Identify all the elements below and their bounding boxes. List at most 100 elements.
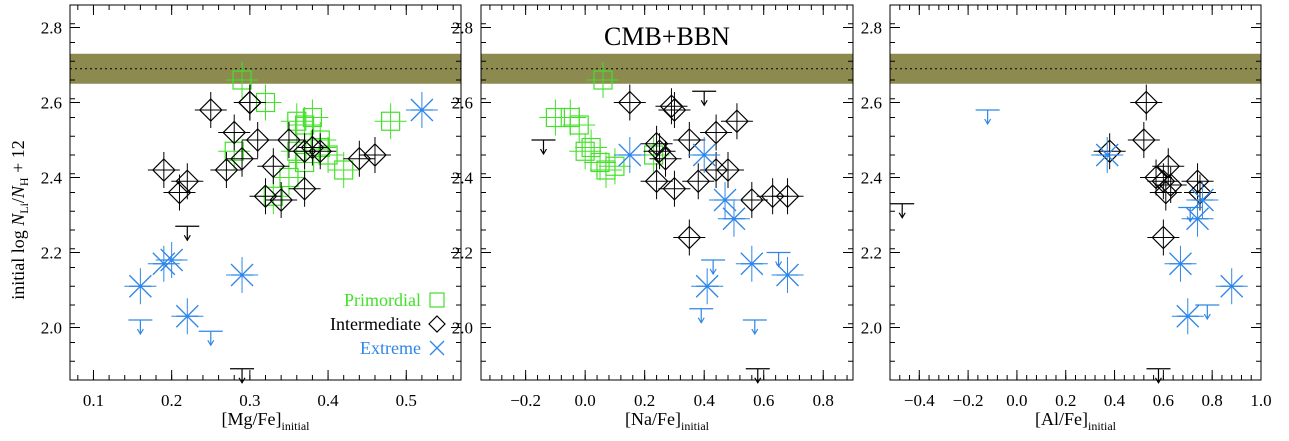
data-point-intermediate	[245, 128, 270, 152]
x-tick-label: 0.3	[239, 391, 260, 410]
data-point-intermediate	[1134, 90, 1159, 115]
y-tick-label: 2.6	[861, 94, 882, 113]
data-point-primordial	[279, 167, 299, 188]
x-tick-label: 0.6	[753, 391, 774, 410]
data-point-extreme	[1095, 143, 1119, 167]
data-point-intermediate	[1131, 128, 1156, 152]
data-point-intermediate	[1097, 139, 1122, 164]
data-point-primordial	[334, 160, 354, 180]
upper-limit	[689, 308, 714, 324]
upper-limit	[701, 259, 726, 276]
data-point-extreme	[175, 304, 199, 328]
data-point-intermediate	[238, 90, 262, 115]
x-tick-label: 0.8	[813, 391, 834, 410]
data-point-intermediate	[775, 184, 800, 209]
y-axis-label: initial log NLi/NH + 12	[8, 140, 31, 300]
y-axis-label-part: N	[8, 213, 28, 227]
data-point-intermediate	[230, 146, 254, 171]
data-point-intermediate	[222, 120, 247, 145]
upper-limit	[1146, 368, 1171, 384]
data-point-extreme	[1176, 304, 1200, 328]
y-axis-label-part: + 12	[8, 140, 28, 177]
data-point-intermediate	[653, 146, 678, 171]
data-point-intermediate	[292, 139, 317, 164]
x-tick-label: 1.0	[1250, 391, 1271, 410]
data-point-intermediate	[644, 131, 669, 156]
x-axis-label-subscript: initial	[1088, 419, 1117, 433]
y-axis-label-part: N	[8, 185, 28, 199]
data-point-intermediate	[677, 225, 702, 250]
y-axis-label-part: /	[8, 198, 28, 203]
y-tick-label: 2.0	[452, 319, 473, 338]
data-point-extreme	[410, 98, 434, 122]
x-tick-label: 0.2	[161, 391, 182, 410]
data-point-intermediate	[253, 184, 278, 209]
y-axis-label-part: Li	[17, 202, 31, 213]
data-point-extreme	[740, 252, 764, 276]
x-tick-label: 0.4	[317, 391, 339, 410]
x-tick-label: 0.6	[1153, 391, 1174, 410]
x-tick-label: 0.2	[634, 391, 655, 410]
data-point-intermediate	[617, 90, 642, 115]
data-point-intermediate	[1188, 180, 1212, 205]
y-axis-label-part: H	[17, 177, 31, 186]
upper-limit	[230, 368, 255, 384]
data-point-intermediate	[1153, 180, 1178, 205]
y-tick-label: 2.8	[41, 19, 62, 38]
data-point-intermediate	[716, 158, 740, 182]
data-point-extreme	[230, 263, 254, 287]
data-point-intermediate	[151, 158, 176, 182]
data-point-primordial	[569, 115, 589, 135]
data-point-intermediate	[292, 176, 317, 201]
upper-limit	[890, 203, 915, 219]
upper-limit	[175, 225, 200, 242]
upper-limit	[1178, 206, 1203, 223]
data-point-extreme	[776, 263, 799, 287]
data-point-extreme	[1168, 252, 1192, 276]
x-axis-label: [Mg/Fe]initial	[222, 409, 311, 433]
y-tick-label: 2.8	[861, 19, 882, 38]
data-point-intermediate	[662, 176, 687, 201]
legend-label: Extreme	[360, 338, 421, 358]
y-tick-label: 2.2	[861, 244, 882, 263]
data-point-intermediate	[647, 139, 672, 164]
x-tick-label: 0.4	[1104, 391, 1126, 410]
data-point-primordial	[232, 70, 252, 90]
y-tick-label: 2.6	[452, 94, 473, 113]
upper-limit	[742, 319, 767, 336]
data-point-intermediate	[261, 154, 286, 179]
data-point-primordial	[287, 111, 307, 131]
upper-limit	[1195, 304, 1220, 321]
data-point-intermediate	[704, 120, 728, 145]
data-point-intermediate	[1158, 173, 1183, 197]
x-tick-label: 0.8	[1202, 391, 1223, 410]
data-point-extreme	[1220, 274, 1244, 298]
data-point-intermediate	[269, 188, 293, 212]
data-point-intermediate	[198, 98, 223, 122]
data-point-extreme	[692, 143, 716, 167]
y-tick-label: 2.4	[861, 169, 883, 188]
legend-label: Intermediate	[330, 314, 421, 334]
y-tick-label: 2.8	[452, 19, 473, 38]
y-tick-label: 2.4	[41, 169, 63, 188]
upper-limit	[198, 330, 223, 347]
x-tick-label: −0.2	[953, 391, 984, 410]
data-point-intermediate	[725, 109, 749, 134]
data-point-extreme	[128, 274, 152, 298]
data-point-primordial	[318, 145, 338, 165]
x-tick-label: −0.2	[510, 391, 541, 410]
x-tick-label: 0.2	[1055, 391, 1076, 410]
data-point-primordial	[302, 107, 323, 128]
panel-al-fe: 2.0 2.2 2.4 2.6 2.8 −0.4 −0.2 0.0 0.2 0.4 0.6 0.8 1.…	[861, 4, 1272, 433]
panel-mg-fe: 2.0 2.2 2.4 2.6 2.8 0.1 0.2 0.3 0.4 0.5 [Mg/Fe]ini…	[41, 4, 462, 433]
data-point-intermediate	[686, 169, 711, 194]
data-point-extreme	[160, 248, 184, 272]
data-point-extreme	[722, 207, 746, 231]
x-axis-label: [Na/Fe]initial	[625, 409, 710, 433]
data-point-intermediate	[662, 98, 687, 122]
data-point-intermediate	[644, 169, 669, 194]
x-tick-label: 0.1	[83, 391, 104, 410]
data-point-intermediate	[175, 169, 200, 194]
upper-limit	[766, 251, 791, 268]
data-point-primordial	[605, 156, 625, 176]
